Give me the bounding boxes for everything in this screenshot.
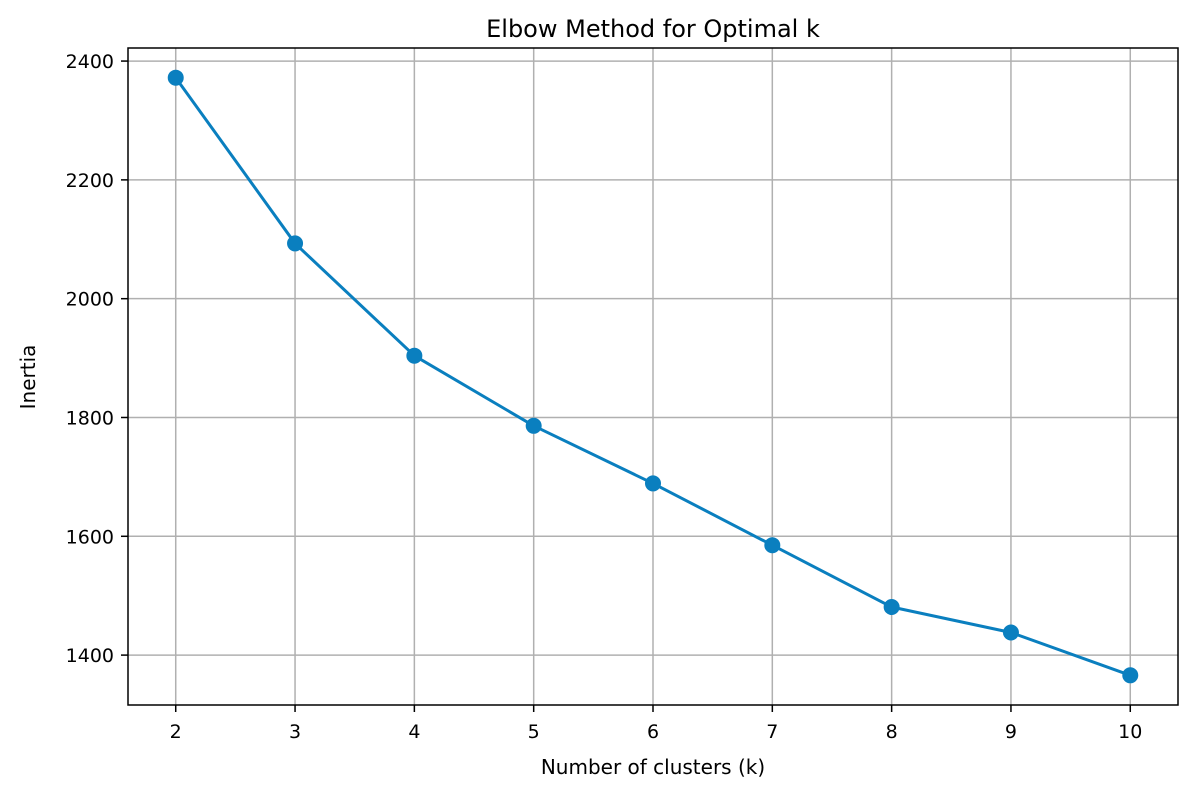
x-tick-label: 3 <box>289 721 301 743</box>
x-tick-label: 8 <box>886 721 898 743</box>
data-point <box>167 69 184 86</box>
x-tick-label: 7 <box>766 721 778 743</box>
data-point <box>1122 667 1139 684</box>
x-tick-label: 6 <box>647 721 659 743</box>
y-tick-label: 2200 <box>66 170 114 192</box>
data-point <box>883 598 900 615</box>
x-tick-label: 4 <box>408 721 420 743</box>
x-axis-ticks: 2 3 4 5 6 7 8 9 10 <box>170 705 1142 743</box>
data-point <box>287 235 304 252</box>
chart-title: Elbow Method for Optimal k <box>486 15 820 43</box>
y-tick-label: 2000 <box>66 289 114 311</box>
y-tick-label: 2400 <box>66 51 114 73</box>
grid <box>128 48 1178 705</box>
x-tick-label: 9 <box>1005 721 1017 743</box>
data-point <box>645 475 661 492</box>
data-point <box>764 537 781 554</box>
x-axis-label: Number of clusters (k) <box>541 755 765 779</box>
x-tick-label: 5 <box>528 721 540 743</box>
y-axis-label: Inertia <box>16 345 40 410</box>
y-tick-label: 1400 <box>66 645 114 667</box>
x-tick-label: 2 <box>170 721 182 743</box>
y-axis-ticks: 1400 1600 1800 2000 2200 2400 <box>66 51 128 667</box>
data-points <box>167 69 1139 684</box>
data-point <box>406 347 423 364</box>
x-tick-label: 10 <box>1118 721 1142 743</box>
data-point <box>525 417 542 434</box>
data-point <box>1002 624 1019 641</box>
y-tick-label: 1600 <box>66 526 114 548</box>
y-tick-label: 1800 <box>66 407 114 429</box>
